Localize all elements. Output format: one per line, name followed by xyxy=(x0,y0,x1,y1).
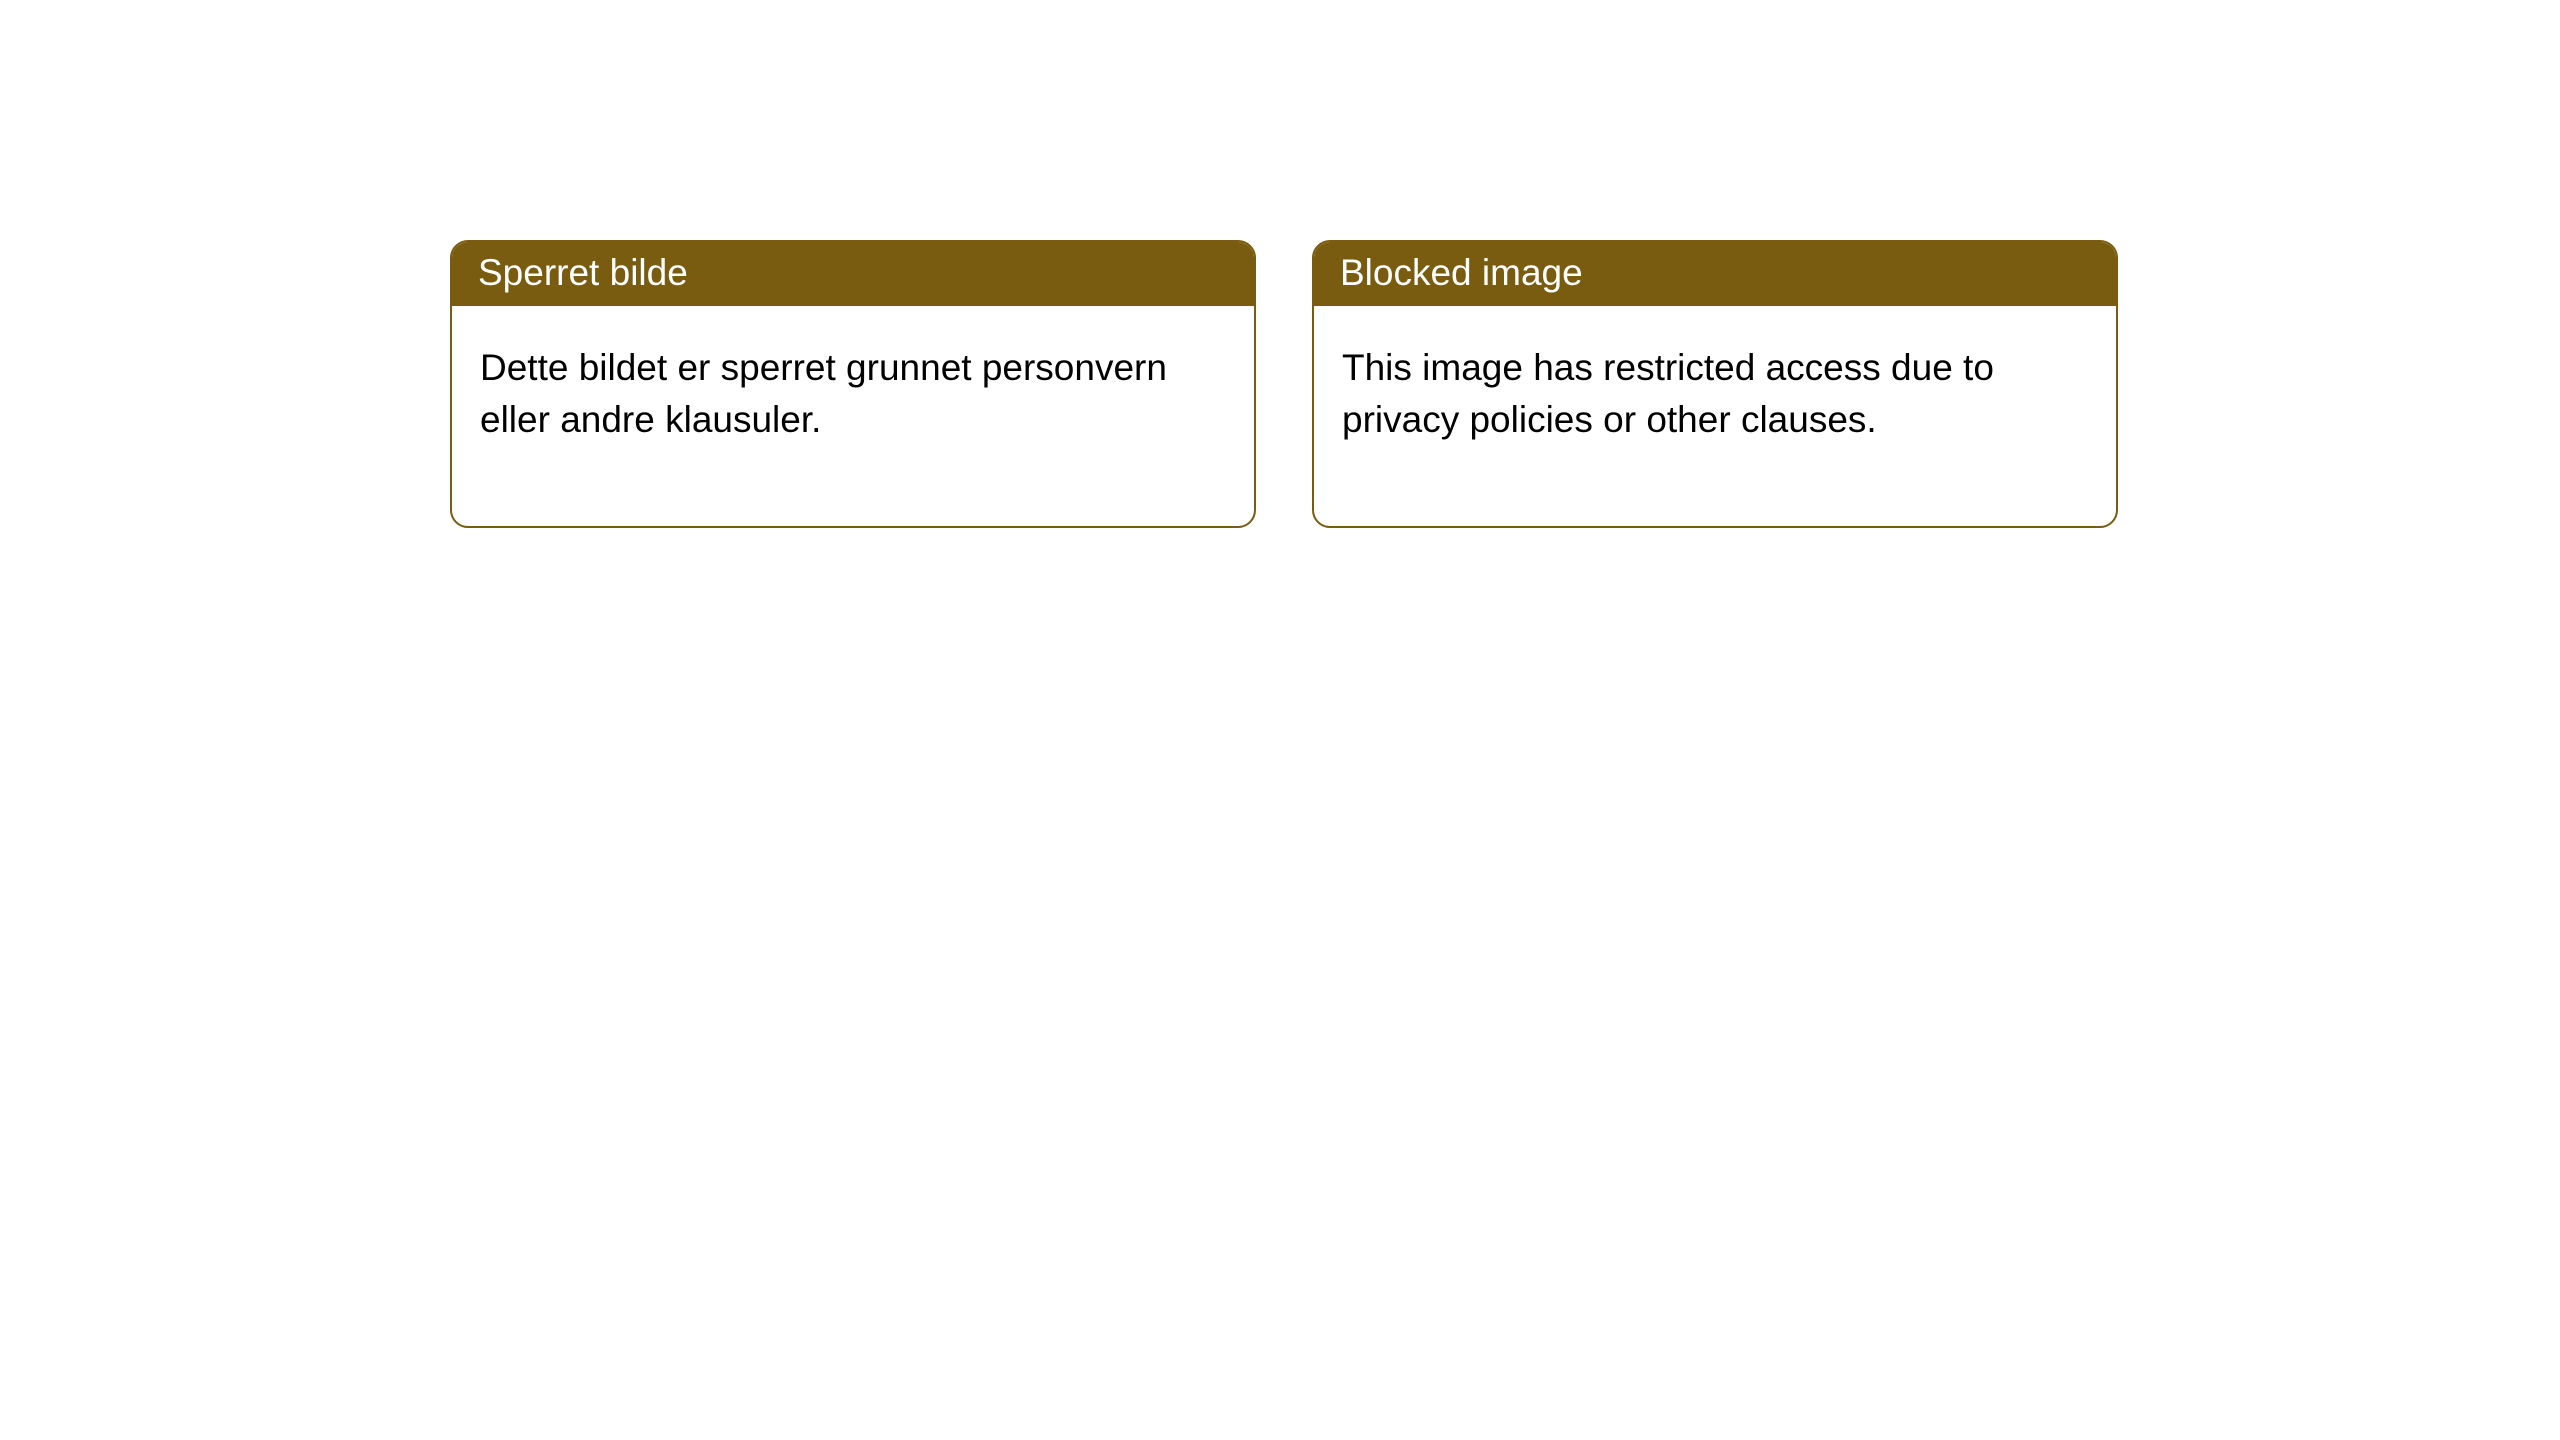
notice-cards-container: Sperret bilde Dette bildet er sperret gr… xyxy=(450,240,2560,528)
notice-card-english: Blocked image This image has restricted … xyxy=(1312,240,2118,528)
card-header: Sperret bilde xyxy=(452,242,1254,306)
card-body: This image has restricted access due to … xyxy=(1314,306,2116,526)
notice-card-norwegian: Sperret bilde Dette bildet er sperret gr… xyxy=(450,240,1256,528)
card-body: Dette bildet er sperret grunnet personve… xyxy=(452,306,1254,526)
card-header: Blocked image xyxy=(1314,242,2116,306)
